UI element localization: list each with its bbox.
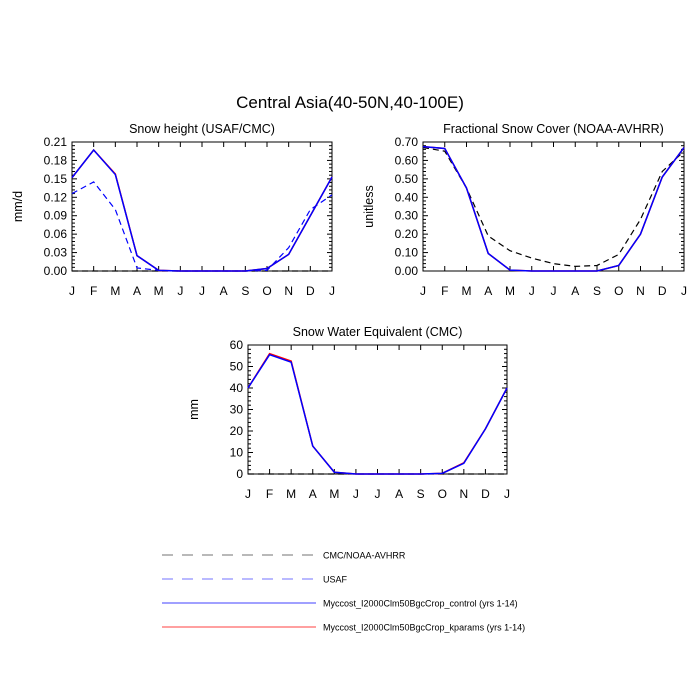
series-line [247, 353, 508, 475]
x-tick-label: J [177, 284, 183, 298]
y-tick-label: 0.40 [395, 190, 419, 204]
y-axis-label: mm/d [11, 191, 25, 222]
x-tick-label: M [462, 284, 472, 298]
series-line [422, 145, 685, 272]
x-tick-label: D [306, 284, 315, 298]
plot-frame [71, 141, 333, 272]
x-tick-label: A [571, 284, 579, 298]
y-tick-label: 0.60 [395, 153, 419, 167]
y-tick-label: 0.00 [395, 264, 419, 278]
legend-label: USAF [323, 575, 348, 585]
y-tick-label: 0.20 [395, 227, 419, 241]
y-tick-label: 0.70 [395, 135, 419, 149]
y-tick-label: 0.09 [44, 209, 68, 223]
x-tick-label: F [441, 284, 448, 298]
x-tick-label: J [245, 487, 251, 501]
x-tick-label: S [241, 284, 249, 298]
x-tick-label: N [284, 284, 293, 298]
y-tick-label: 0.06 [44, 227, 68, 241]
y-tick-label: 0.18 [44, 153, 68, 167]
y-tick-label: 0.00 [44, 264, 68, 278]
y-tick-label: 0.50 [395, 172, 419, 186]
plot-frame [422, 141, 685, 272]
x-tick-label: D [658, 284, 667, 298]
x-tick-label: O [614, 284, 623, 298]
chart-title: Snow Water Equivalent (CMC) [293, 325, 463, 339]
y-tick-label: 0.03 [44, 246, 68, 260]
legend: CMC/NOAA-AVHRR USAF Myccost_I2000Clm50BgcC… [162, 551, 525, 633]
x-tick-label: O [262, 284, 271, 298]
x-tick-label: S [417, 487, 425, 501]
y-tick-label: 0.10 [395, 246, 419, 260]
chart-title: Snow height (USAF/CMC) [129, 122, 275, 136]
x-tick-label: J [329, 284, 335, 298]
y-tick-label: 0 [236, 467, 243, 481]
chart-title: Fractional Snow Cover (NOAA-AVHRR) [443, 122, 664, 136]
legend-label: CMC/NOAA-AVHRR [323, 551, 406, 561]
x-tick-label: M [286, 487, 296, 501]
x-tick-label: A [220, 284, 228, 298]
x-tick-label: A [395, 487, 403, 501]
y-tick-label: 30 [230, 403, 244, 417]
series-line [422, 146, 685, 267]
figure-title: Central Asia(40-50N,40-100E) [236, 93, 464, 112]
y-axis-label: unitless [362, 185, 376, 227]
x-tick-label: A [309, 487, 317, 501]
y-tick-label: 40 [230, 381, 244, 395]
x-tick-label: J [199, 284, 205, 298]
x-tick-label: N [459, 487, 468, 501]
series-line [422, 145, 685, 272]
x-tick-label: A [133, 284, 141, 298]
x-tick-label: J [551, 284, 557, 298]
legend-label: Myccost_I2000Clm50BgcCrop_control (yrs 1… [323, 599, 518, 609]
y-tick-label: 0.15 [44, 172, 68, 186]
x-tick-label: A [484, 284, 492, 298]
x-tick-label: M [505, 284, 515, 298]
chart-panel-2: Fractional Snow Cover (NOAA-AVHRR) unitle… [362, 122, 687, 298]
y-tick-label: 0.12 [44, 190, 68, 204]
x-tick-label: D [481, 487, 490, 501]
x-tick-label: J [529, 284, 535, 298]
x-tick-label: F [90, 284, 97, 298]
y-tick-label: 0.30 [395, 209, 419, 223]
x-tick-label: F [266, 487, 273, 501]
x-tick-label: J [504, 487, 510, 501]
x-tick-label: N [636, 284, 645, 298]
x-tick-label: M [154, 284, 164, 298]
x-tick-label: O [438, 487, 447, 501]
x-tick-label: J [420, 284, 426, 298]
y-tick-label: 0.21 [44, 135, 68, 149]
x-tick-label: S [593, 284, 601, 298]
x-tick-label: M [110, 284, 120, 298]
x-tick-label: J [681, 284, 687, 298]
y-axis-label: mm [187, 399, 201, 420]
x-tick-label: J [375, 487, 381, 501]
series-line [71, 148, 333, 272]
legend-label: Myccost_I2000Clm50BgcCrop_kparams (yrs 1… [323, 623, 525, 633]
x-tick-label: J [69, 284, 75, 298]
series-line [71, 181, 333, 272]
y-tick-label: 20 [230, 424, 244, 438]
y-tick-label: 10 [230, 446, 244, 460]
chart-panel-3: Snow Water Equivalent (CMC) mm 0 10 20 30 40 50… [187, 325, 510, 501]
x-tick-label: J [353, 487, 359, 501]
x-tick-label: M [329, 487, 339, 501]
y-tick-label: 60 [230, 338, 244, 352]
chart-panel-1: Snow height (USAF/CMC) mm/d 0.00 0.03 0.06 0.… [11, 122, 335, 298]
y-tick-label: 50 [230, 360, 244, 374]
series-line [71, 148, 333, 272]
